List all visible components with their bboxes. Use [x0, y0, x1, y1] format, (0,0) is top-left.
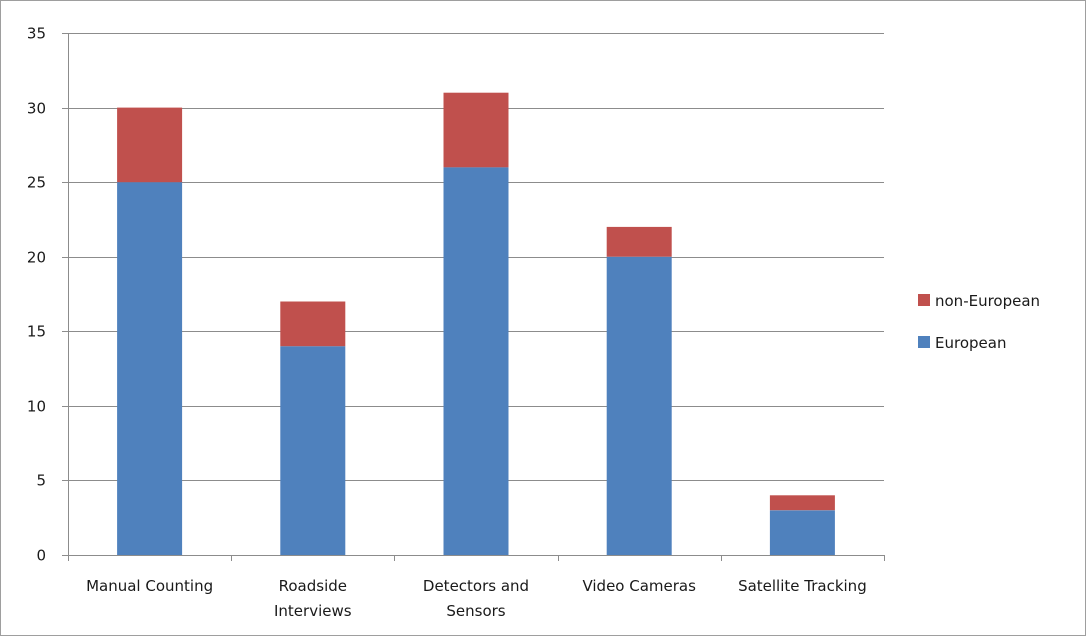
y-tick-label: 15	[27, 323, 46, 341]
bar-european	[280, 346, 346, 555]
x-tick-label: Interviews	[274, 602, 352, 620]
bar-non-european	[280, 301, 346, 347]
y-tick-label: 20	[27, 249, 46, 267]
x-tick-label: Sensors	[446, 602, 505, 620]
bar-non-european	[606, 226, 672, 257]
y-tick-label: 10	[27, 398, 46, 416]
bar-non-european	[443, 92, 509, 168]
legend-label-european: European	[935, 334, 1006, 352]
y-tick-label: 5	[36, 472, 46, 490]
bar-non-european	[117, 107, 183, 183]
x-tick-label: Detectors and	[423, 577, 529, 595]
y-tick-label: 35	[27, 25, 46, 43]
bar-european	[443, 167, 509, 555]
bar-european	[606, 256, 672, 555]
y-tick-label: 0	[36, 547, 46, 565]
y-tick-label: 25	[27, 174, 46, 192]
legend-label-non-european: non-European	[935, 292, 1040, 310]
bar-non-european	[769, 495, 835, 511]
legend-swatch-non-european	[918, 294, 930, 306]
y-tick-label: 30	[27, 100, 46, 118]
x-tick-label: Manual Counting	[86, 577, 213, 595]
x-tick-label: Video Cameras	[582, 577, 696, 595]
bar-european	[117, 182, 183, 555]
x-tick-label: Satellite Tracking	[738, 577, 867, 595]
x-tick-label: Roadside	[279, 577, 347, 595]
bar-european	[769, 510, 835, 555]
legend-swatch-european	[918, 336, 930, 348]
